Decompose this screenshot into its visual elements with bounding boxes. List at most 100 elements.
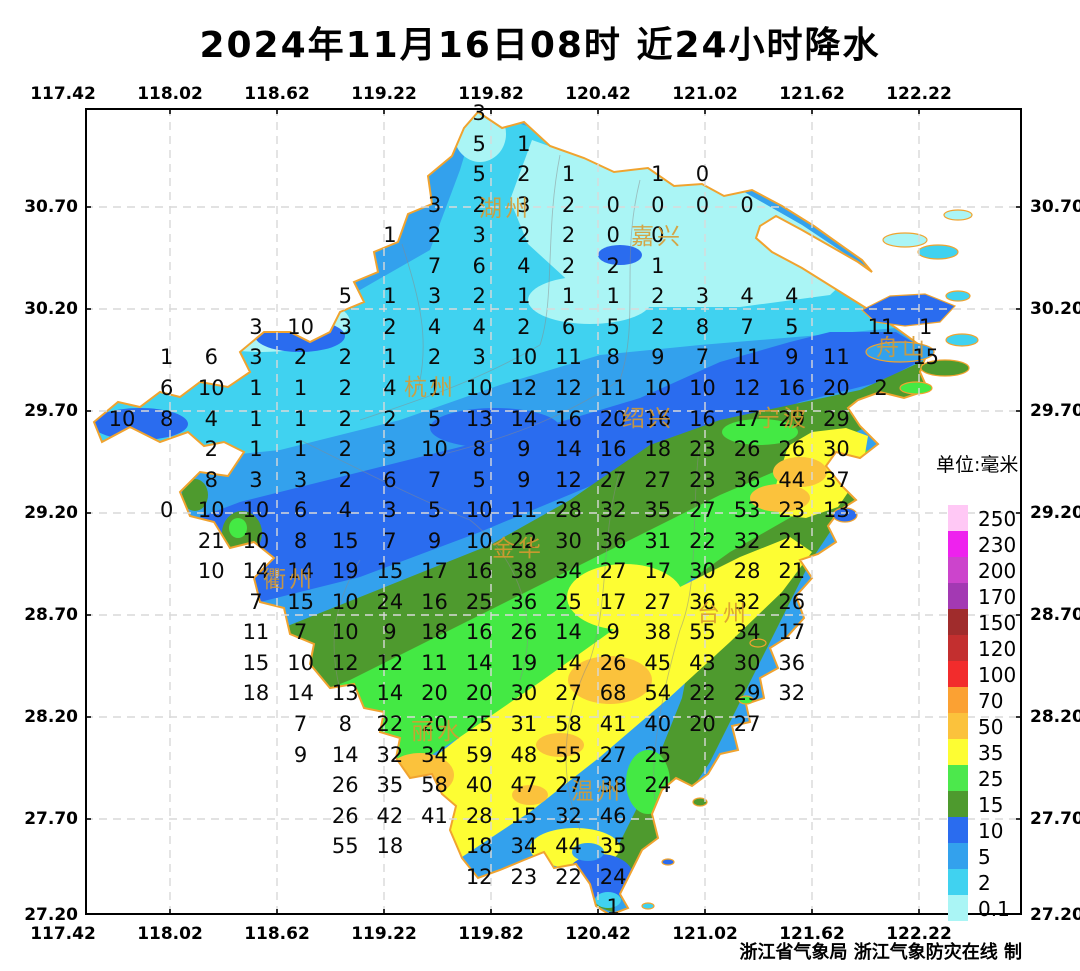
precip-value: 0	[159, 498, 174, 523]
precip-value: 32	[376, 742, 404, 767]
precip-value: 27	[689, 498, 716, 523]
x-axis-tick-label-bottom: 120.42	[565, 924, 631, 944]
precip-value: 32	[599, 498, 627, 523]
precip-value: 17	[599, 589, 627, 614]
precip-value: 22	[376, 712, 404, 736]
precip-value: 14	[465, 650, 493, 675]
y-axis-tick-label-right: 28.70	[1030, 605, 1080, 625]
y-axis-tick-label-right: 29.20	[1030, 503, 1080, 523]
precip-value: 36	[689, 589, 716, 614]
precip-value: 34	[555, 559, 582, 584]
precip-value: 10	[421, 437, 448, 462]
x-axis-tick-label-top: 119.22	[351, 84, 417, 104]
legend-value: 15	[978, 793, 1004, 817]
precip-value: 12	[331, 650, 359, 675]
precip-value: 2	[427, 345, 442, 370]
precip-value: 2	[338, 467, 352, 492]
precip-value: 23	[510, 864, 538, 889]
legend-swatch	[948, 505, 968, 531]
gridlines	[87, 110, 1020, 913]
precip-value: 38	[644, 620, 672, 645]
precip-value: 9	[427, 528, 442, 553]
precip-value: 15	[912, 345, 940, 370]
precip-value: 0	[606, 192, 620, 217]
x-axis-tick-label-top: 118.62	[244, 84, 310, 104]
legend-swatch	[948, 895, 968, 921]
precip-value: 17	[733, 406, 761, 431]
precip-value: 9	[651, 345, 665, 370]
precip-value: 44	[778, 467, 806, 492]
precip-value: 4	[338, 498, 352, 523]
precip-value: 2	[561, 192, 576, 217]
precip-value: 20	[421, 712, 448, 736]
precip-value: 59	[465, 742, 493, 767]
precip-value: 0	[695, 192, 710, 217]
legend-value: 50	[978, 715, 1004, 739]
precip-value: 3	[249, 314, 263, 339]
map-plot-area	[85, 108, 1022, 915]
city-label-舟山: 舟山	[876, 335, 928, 361]
precip-value: 1	[249, 375, 263, 400]
precip-value: 26	[733, 437, 761, 462]
precip-value: 17	[778, 620, 806, 645]
x-axis-tick-label-top: 119.82	[458, 84, 524, 104]
precip-value: 3	[383, 498, 397, 523]
precip-value: 2	[338, 375, 352, 400]
precip-value: 1	[651, 162, 665, 187]
precip-value: 26	[778, 589, 806, 614]
precip-value: 20	[421, 681, 448, 706]
precip-value: 4	[472, 314, 486, 339]
precip-value: 2	[427, 223, 442, 248]
precip-value: 3	[517, 192, 531, 217]
precip-value: 25	[555, 589, 582, 614]
precip-value: 7	[249, 589, 263, 614]
precip-value: 6	[293, 498, 308, 523]
precip-value: 7	[427, 467, 442, 492]
x-axis-tick-label-top: 117.42	[30, 84, 96, 104]
precip-value: 42	[376, 803, 404, 828]
precip-value: 9	[383, 620, 397, 645]
precip-value: 1	[383, 284, 397, 309]
precip-value: 46	[599, 803, 627, 828]
precip-value: 1	[651, 253, 665, 278]
precip-value: 19	[331, 559, 359, 584]
precip-value: 1	[249, 437, 263, 462]
precip-value: 11	[242, 620, 270, 645]
precip-value: 23	[689, 437, 716, 462]
precip-value: 14	[510, 406, 538, 431]
precip-value: 8	[695, 314, 710, 339]
legend-value: 0.1	[978, 897, 1010, 921]
precip-value: 53	[733, 498, 761, 523]
precip-value: 2	[651, 284, 665, 309]
precip-value: 2	[338, 406, 352, 431]
legend-entry: 100	[948, 661, 1046, 687]
precip-value: 9	[517, 437, 531, 462]
precip-value: 3	[249, 467, 263, 492]
x-axis-tick-label-bottom: 121.62	[779, 924, 845, 944]
precip-value: 0	[740, 192, 754, 217]
precip-value: 35	[644, 498, 672, 523]
precip-value: 8	[472, 437, 486, 462]
precip-value: 7	[740, 314, 754, 339]
precip-value: 2	[472, 284, 486, 309]
precip-value: 1	[383, 223, 397, 248]
precip-value: 1	[249, 406, 263, 431]
y-axis-tick-label-right: 30.20	[1030, 299, 1080, 319]
legend-entry: 170	[948, 583, 1046, 609]
precip-value: 5	[338, 284, 352, 309]
precip-value: 36	[733, 467, 761, 492]
precip-value: 8	[293, 528, 308, 553]
legend-swatch	[948, 765, 968, 791]
y-axis-tick-label-left: 28.20	[24, 707, 78, 727]
precip-value: 12	[510, 375, 538, 400]
precip-value: 1	[517, 284, 531, 309]
precip-value: 38	[510, 559, 538, 584]
y-axis-tick-label-left: 30.70	[24, 197, 78, 217]
precip-value: 2	[517, 223, 531, 248]
precip-value: 1	[606, 284, 620, 309]
precip-value: 28	[555, 498, 582, 523]
precip-value: 29	[778, 406, 806, 431]
legend-value: 10	[978, 819, 1004, 843]
precip-value: 8	[159, 406, 174, 431]
zhejiang-precipitation-map	[87, 110, 1020, 913]
